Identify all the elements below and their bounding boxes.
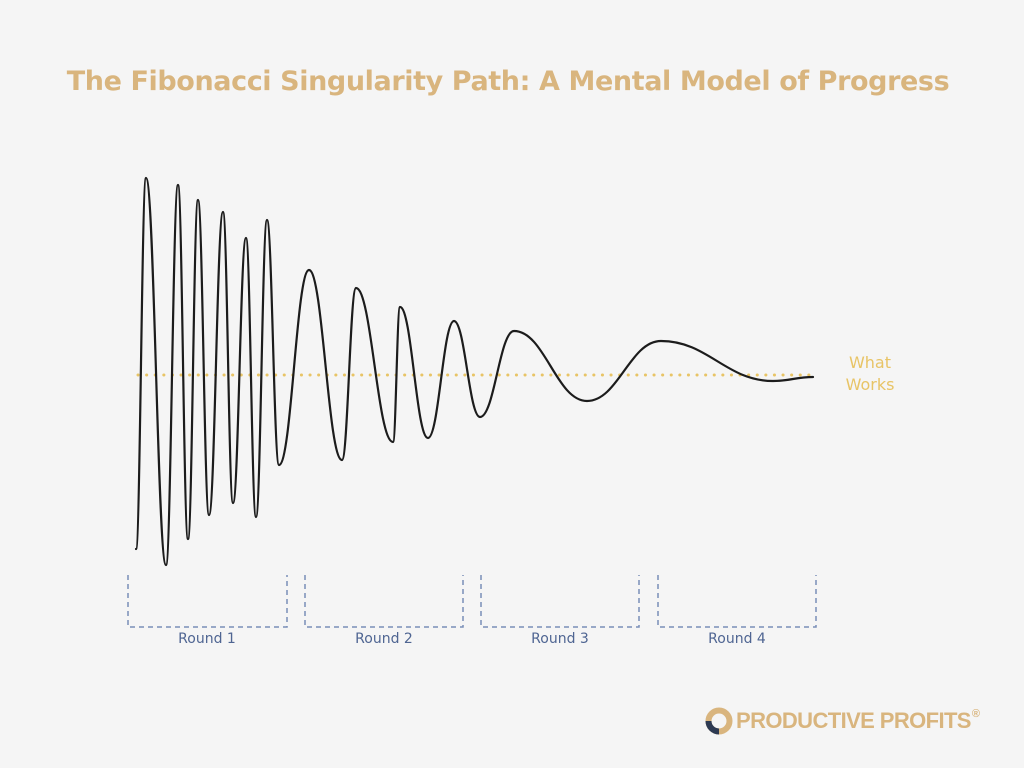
what-works-label: What Works [826, 352, 914, 396]
productive-profits-logo: PRODUCTIVE PROFITS ® [704, 704, 980, 738]
round-bracket-3 [480, 575, 640, 628]
ring-logo-icon [705, 707, 733, 735]
round-label-1: Round 1 [178, 631, 236, 647]
page-title: The Fibonacci Singularity Path: A Mental… [66, 66, 950, 97]
round-brackets [127, 575, 817, 628]
logo-wordmark: PRODUCTIVE PROFITS [736, 708, 971, 733]
round-bracket-2 [304, 575, 464, 628]
registered-mark: ® [971, 708, 980, 720]
round-label-4: Round 4 [708, 631, 766, 647]
round-label-3: Round 3 [531, 631, 589, 647]
converging-oscillation-curve [134, 176, 815, 567]
what-works-label-line1: What [848, 353, 892, 372]
round-bracket-1 [127, 575, 288, 628]
what-works-label-line2: Works [845, 375, 895, 394]
round-bracket-4 [657, 575, 817, 628]
round-label-2: Round 2 [355, 631, 413, 647]
